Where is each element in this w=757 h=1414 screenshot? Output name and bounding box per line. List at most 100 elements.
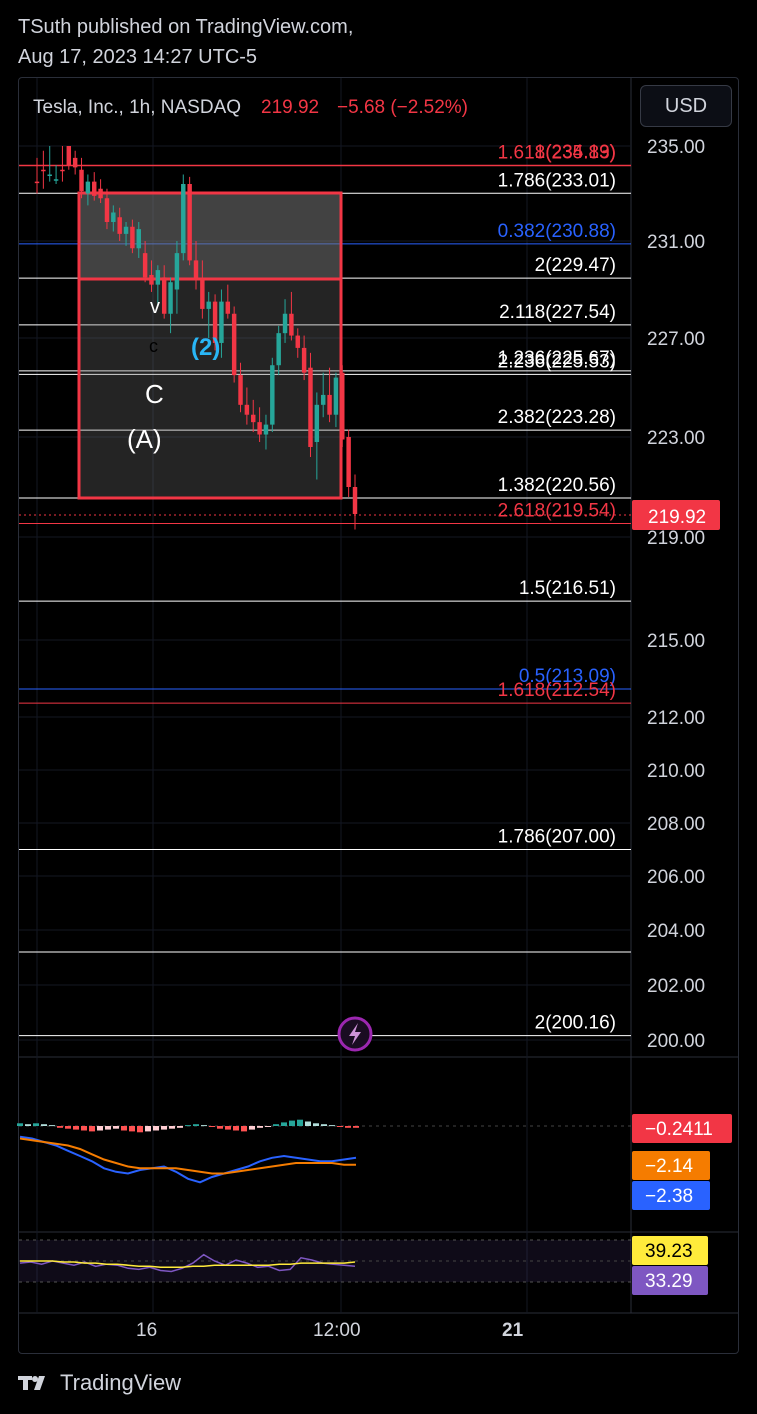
candle-body: [174, 253, 180, 290]
macd-histogram-bar: [161, 1126, 167, 1130]
candle-body: [206, 301, 211, 309]
wave-label-A: (A): [127, 424, 162, 454]
time-label-21: 21: [502, 1320, 524, 1341]
macd-histogram-bar: [257, 1126, 263, 1128]
candle-body: [187, 184, 192, 261]
fib-level-label: 2.236(225.53): [498, 351, 616, 372]
macd-line: [19, 1135, 357, 1184]
candle-body: [111, 212, 116, 222]
macd-histogram-bar: [345, 1126, 351, 1128]
wave-label-c: c: [149, 336, 158, 356]
macd-histogram-bar: [153, 1126, 159, 1131]
price-axis-label: 202.00: [647, 976, 705, 997]
time-label-1200: 12:00: [313, 1320, 361, 1341]
macd-histogram-bar: [73, 1126, 79, 1130]
macd-histogram-bar: [17, 1123, 23, 1126]
candle-body: [41, 169, 46, 172]
rsi-value-label: 39.23: [645, 1241, 693, 1262]
fib-level-label: 2(200.16): [535, 1013, 616, 1034]
candle-body: [142, 253, 148, 278]
macd-histogram-bar: [121, 1126, 127, 1131]
candle-body: [47, 174, 52, 176]
candle-body: [92, 181, 97, 196]
price-axis-label: 210.00: [647, 761, 705, 782]
fib-level-label: 1.618(235.83): [498, 143, 616, 164]
candle-body: [346, 437, 351, 487]
last-price-tag: [632, 500, 720, 530]
price-axis-label: 200.00: [647, 1031, 705, 1052]
candle-body: [193, 260, 199, 280]
candle-body: [168, 282, 173, 314]
macd-value-tag: [632, 1181, 710, 1210]
macd-histogram-bar: [25, 1124, 31, 1126]
macd-histogram-bar: [313, 1123, 319, 1126]
fib-level-label: 1.618(212.54): [498, 680, 616, 701]
macd-histogram-bar: [89, 1126, 95, 1132]
macd-histogram-bar: [65, 1126, 71, 1129]
macd-histogram-bar: [321, 1124, 327, 1126]
macd-value-tag: [632, 1151, 710, 1180]
time-label-16: 16: [136, 1320, 157, 1341]
footer-brand[interactable]: TradingView: [18, 1370, 181, 1396]
macd-histogram-bar: [273, 1124, 279, 1126]
publish-date: Aug 17, 2023 14:27 UTC-5: [18, 46, 258, 68]
wave-box-lower: [77, 277, 343, 500]
tradingview-logo-icon: [18, 1376, 45, 1390]
candle-body: [200, 279, 205, 309]
macd-value-label: −2.38: [645, 1186, 693, 1207]
fib-level-label: 2(229.47): [535, 255, 616, 276]
footer-brand-text: TradingView: [60, 1370, 182, 1395]
candle-body: [244, 404, 250, 415]
candle-body: [53, 179, 59, 181]
fib-level-label: 0.5(213.09): [519, 666, 616, 687]
price-axis-label: 235.00: [647, 137, 705, 158]
candle-body: [66, 146, 72, 165]
price-axis-label: 208.00: [647, 814, 705, 835]
currency-button[interactable]: USD: [640, 85, 732, 127]
fib-level-label: 1.236(225.67): [498, 348, 616, 369]
wave-label-v: v: [150, 296, 160, 318]
macd-histogram-bar: [217, 1126, 223, 1129]
candle-body: [104, 198, 110, 222]
candle-body: [136, 229, 141, 249]
macd-histogram-bar: [209, 1126, 215, 1127]
macd-histogram-bar: [185, 1125, 191, 1127]
candle-body: [149, 274, 154, 285]
fib-level-label: 1(234.19): [535, 142, 616, 163]
publisher-line: TSuth published on TradingView.com,: [18, 16, 354, 38]
macd-value-label: −0.2411: [645, 1119, 713, 1140]
candle-body: [282, 313, 288, 334]
legend-price: 219.92: [261, 97, 319, 118]
macd-histogram-bar: [81, 1126, 87, 1131]
chart-frame: [18, 77, 739, 1354]
macd-histogram-bar: [57, 1126, 63, 1128]
macd-histogram-bar: [169, 1126, 175, 1129]
price-axis-label: 219.00: [647, 528, 705, 549]
price-axis-label: 215.00: [647, 631, 705, 652]
wave-label-2: (2): [191, 334, 220, 361]
price-axis-label: 206.00: [647, 867, 705, 888]
candle-body: [212, 301, 218, 343]
candle-body: [301, 347, 307, 373]
candle-body: [238, 375, 243, 405]
candle-body: [34, 181, 40, 184]
price-axis-label: 212.00: [647, 708, 705, 729]
candle-body: [276, 333, 281, 366]
rsi-value-label: 33.29: [645, 1271, 693, 1292]
macd-histogram-bar: [113, 1126, 119, 1129]
macd-histogram-bar: [145, 1126, 151, 1132]
fib-level-label: 2.382(223.28): [498, 407, 616, 428]
rsi-line: [19, 1253, 356, 1273]
macd-histogram-bar: [105, 1126, 111, 1130]
candle-body: [320, 394, 326, 405]
macd-histogram-bar: [49, 1125, 55, 1127]
candle-body: [340, 372, 345, 440]
macd-signal-line: [19, 1137, 356, 1175]
rsi-value-tag: [632, 1266, 708, 1295]
candle-body: [123, 226, 129, 234]
macd-histogram-bar: [97, 1126, 103, 1131]
candle-body: [219, 301, 224, 343]
candle-body: [251, 414, 256, 423]
rsi-ma-line: [20, 1260, 356, 1269]
